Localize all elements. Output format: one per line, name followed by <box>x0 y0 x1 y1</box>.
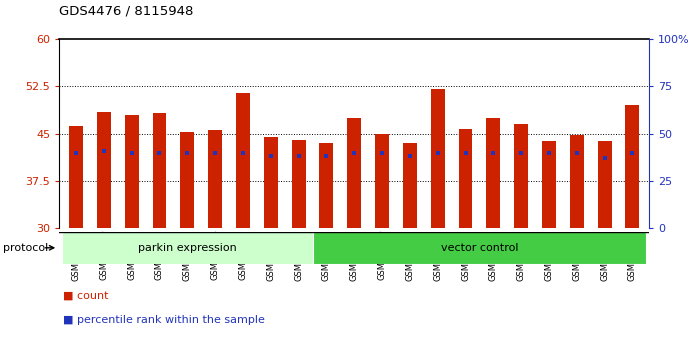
Bar <box>403 143 417 228</box>
Bar <box>97 112 111 228</box>
Bar <box>320 143 334 228</box>
Text: protocol: protocol <box>3 243 49 253</box>
Text: vector control: vector control <box>440 243 518 253</box>
Bar <box>375 133 389 228</box>
Bar <box>597 141 611 228</box>
Bar <box>570 135 584 228</box>
Bar <box>348 118 361 228</box>
Bar <box>313 232 646 264</box>
Bar <box>514 124 528 228</box>
Bar <box>487 118 500 228</box>
Bar <box>153 113 166 228</box>
Text: parkin expression: parkin expression <box>138 243 237 253</box>
Bar <box>208 131 222 228</box>
Bar <box>236 93 250 228</box>
Text: GDS4476 / 8115948: GDS4476 / 8115948 <box>59 5 194 18</box>
Bar <box>431 90 445 228</box>
Bar <box>292 140 306 228</box>
Bar <box>69 126 83 228</box>
Bar <box>625 105 639 228</box>
Text: ■ count: ■ count <box>63 291 108 301</box>
Bar <box>125 115 139 228</box>
Text: ■ percentile rank within the sample: ■ percentile rank within the sample <box>63 315 265 325</box>
Bar <box>542 141 556 228</box>
Bar <box>62 232 313 264</box>
Bar <box>180 132 194 228</box>
Bar <box>264 137 278 228</box>
Bar <box>459 129 473 228</box>
